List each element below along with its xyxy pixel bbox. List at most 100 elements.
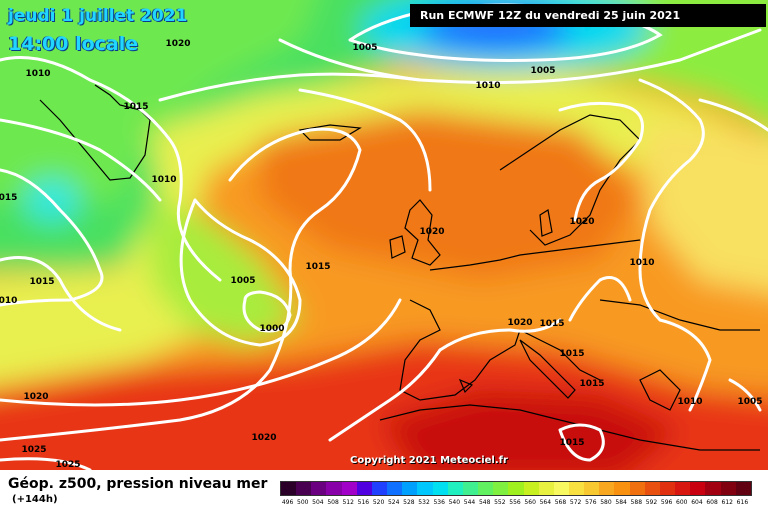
legend-tick-label: 548 [478, 499, 491, 506]
isobar-label: 1015 [559, 349, 584, 359]
isobar-label: 1010 [475, 81, 500, 91]
legend-swatch [659, 482, 676, 495]
color-scale-labels: 496 500 504 508 512 516 520 524 528 532 536 540 544 5… [280, 499, 750, 509]
run-info-banner: Run ECMWF 12Z du vendredi 25 juin 2021 [410, 4, 766, 27]
legend-swatch [417, 482, 433, 495]
legend-swatch [614, 482, 630, 495]
isobar-label: 1020 [165, 39, 190, 49]
legend-swatch [462, 482, 479, 495]
isobar-label: 1020 [23, 392, 48, 402]
isobar-label: 1010 [151, 175, 176, 185]
map-footer: Géop. z500, pression niveau mer (+144h) … [0, 470, 768, 512]
legend-swatch [508, 482, 524, 495]
forecast-lead-time: (+144h) [12, 494, 58, 505]
legend-tick-label: 552 [494, 499, 506, 506]
legend-swatch [311, 482, 327, 495]
legend-tick-label: 520 [372, 499, 385, 506]
legend-swatch [538, 482, 554, 495]
legend-tick-label: 540 [448, 499, 461, 506]
isobar-label: 1000 [259, 324, 284, 334]
isobar-label: 1010 [677, 397, 702, 407]
legend-swatch [629, 482, 645, 495]
isobar-label: 1025 [21, 445, 46, 455]
legend-tick-label: 528 [403, 499, 415, 506]
coastlines [39, 84, 760, 451]
isobar-label: 1015 [559, 438, 584, 448]
legend-tick-label: 500 [297, 499, 309, 506]
legend-tick-label: 584 [615, 499, 627, 506]
legend-swatch [493, 482, 509, 495]
isobar-label: 1015 [539, 319, 564, 329]
legend-tick-label: 580 [600, 499, 612, 506]
forecast-time: 14:00 locale [8, 33, 139, 55]
legend-swatch [675, 482, 691, 495]
legend-swatch [523, 482, 539, 495]
legend-tick-label: 572 [569, 499, 582, 506]
legend-tick-label: 604 [691, 499, 703, 506]
isobar-label: 010 [0, 296, 17, 306]
legend-tick-label: 576 [585, 499, 597, 506]
legend-tick-label: 608 [706, 499, 718, 506]
isobar-label: 1005 [230, 276, 255, 286]
isobars [0, 3, 768, 470]
isobar-label: 1020 [251, 433, 276, 443]
legend-swatch [387, 482, 403, 495]
legend-swatch [371, 482, 388, 495]
legend-tick-label: 616 [736, 499, 749, 506]
isobar-labels: 1020 1010 1005 1005 1010 1015 1010 015 1020 1020 1… [0, 39, 763, 470]
legend-tick-label: 612 [721, 499, 733, 506]
legend-swatch [281, 482, 297, 495]
forecast-date: jeudi 1 juillet 2021 [8, 6, 188, 26]
isobar-label: 1015 [29, 277, 54, 287]
map-canvas: 1020 1010 1005 1005 1010 1015 1010 015 1020 1020 1… [0, 0, 768, 470]
legend-tick-label: 512 [342, 499, 354, 506]
isobar-label: 1015 [123, 102, 148, 112]
legend-tick-label: 532 [418, 499, 430, 506]
isobar-label: 1005 [352, 43, 377, 53]
legend-tick-label: 536 [433, 499, 445, 506]
legend-swatch [735, 482, 751, 495]
color-scale-legend [280, 481, 752, 496]
legend-tick-label: 564 [539, 499, 552, 506]
legend-swatch [478, 482, 494, 495]
isobar-label: 1025 [55, 460, 80, 470]
weather-map: 1020 1010 1005 1005 1010 1015 1010 015 1020 1020 1… [0, 0, 768, 470]
legend-swatch [402, 482, 418, 495]
legend-swatch [432, 482, 448, 495]
legend-swatch [644, 482, 660, 495]
legend-swatch [584, 482, 600, 495]
legend-tick-label: 516 [357, 499, 370, 506]
legend-tick-label: 544 [463, 499, 476, 506]
legend-tick-label: 524 [387, 499, 400, 506]
legend-tick-label: 496 [281, 499, 294, 506]
legend-tick-label: 568 [554, 499, 567, 506]
legend-swatch [720, 482, 736, 495]
isobar-label: 1015 [579, 379, 604, 389]
legend-swatch [341, 482, 357, 495]
isobar-label: 1020 [507, 318, 532, 328]
copyright-text: Copyright 2021 Meteociel.fr [350, 455, 508, 466]
isobar-label: 1015 [305, 262, 330, 272]
isobar-label: 015 [0, 193, 17, 203]
legend-swatch [568, 482, 585, 495]
legend-tick-label: 588 [630, 499, 643, 506]
legend-swatch [553, 482, 569, 495]
isobar-label: 1020 [419, 227, 444, 237]
legend-tick-label: 596 [660, 499, 673, 506]
isobar-label: 1010 [25, 69, 50, 79]
legend-tick-label: 600 [676, 499, 688, 506]
isobar-label: 1005 [530, 66, 555, 76]
legend-swatch [296, 482, 312, 495]
isobar-label: 1010 [629, 258, 654, 268]
legend-tick-label: 508 [327, 499, 339, 506]
map-title: Géop. z500, pression niveau mer [8, 476, 268, 492]
isobar-label: 1005 [737, 397, 762, 407]
isobar-label: 1020 [569, 217, 594, 227]
legend-swatch [599, 482, 615, 495]
legend-swatch [447, 482, 463, 495]
legend-swatch [356, 482, 372, 495]
legend-swatch [690, 482, 706, 495]
geopotential-field [0, 0, 768, 470]
legend-swatch [326, 482, 342, 495]
legend-tick-label: 504 [312, 499, 324, 506]
